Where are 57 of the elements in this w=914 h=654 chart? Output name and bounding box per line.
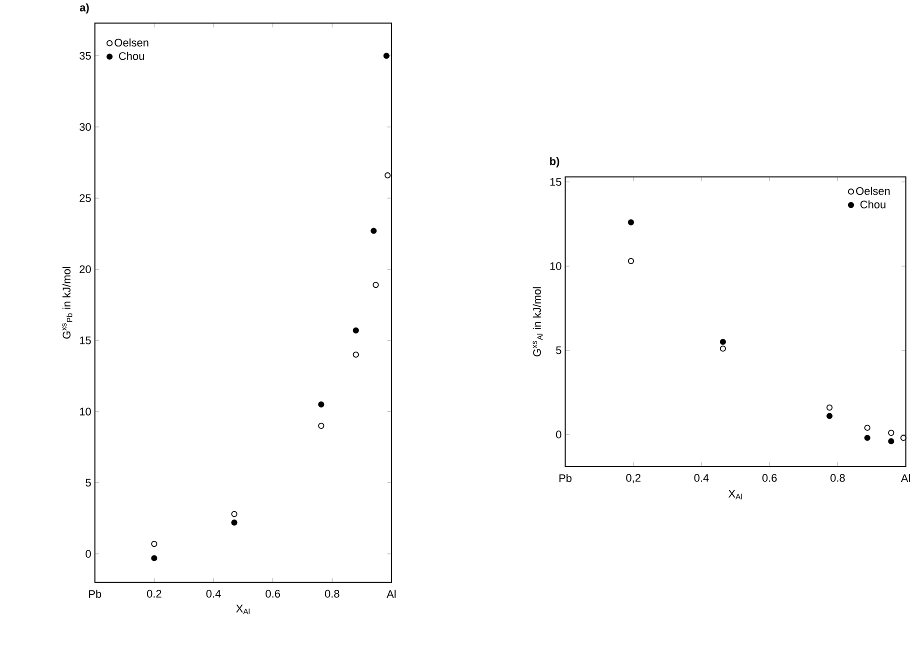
point [888, 438, 894, 444]
point [352, 351, 359, 358]
point [151, 540, 158, 547]
point [372, 282, 379, 288]
point [628, 258, 634, 264]
y-tick-label: 30 [80, 122, 91, 131]
x-tick-label: 0.6 [762, 474, 777, 482]
point [720, 345, 726, 352]
y-tick-label: 25 [80, 194, 91, 202]
x-tick-label: Al [386, 590, 396, 598]
point [864, 434, 870, 441]
y-tick-label: 10 [550, 262, 562, 270]
x-tick-label: 0.6 [266, 590, 280, 598]
y-tick-label: 35 [80, 52, 91, 60]
x-tick-label: 0.8 [830, 474, 845, 482]
point [720, 338, 726, 345]
legend-label: Chou [860, 200, 886, 208]
y-tick-label: 15 [550, 178, 562, 186]
point [352, 327, 359, 334]
y-axis-title: G$^{xs}$$_{Al}$ in kJ/mol [532, 287, 543, 356]
point [826, 404, 833, 410]
y-tick-label: 10 [80, 408, 91, 416]
chart-title: b) [550, 157, 560, 168]
x-tick-label: 0.8 [324, 590, 340, 598]
x-tick-label: Pb [89, 590, 102, 598]
x-tick-label: 0.4 [206, 590, 221, 598]
y-tick-label: 5 [86, 478, 91, 486]
point [888, 430, 894, 436]
y-tick-label: 15 [80, 336, 91, 344]
legend-label: Oelsen [114, 38, 148, 46]
point [864, 424, 870, 431]
point [384, 172, 391, 178]
x-tick-label: Pb [559, 474, 572, 482]
point [383, 52, 390, 59]
x-tick-label: Al [900, 474, 910, 482]
point [370, 228, 377, 234]
x-tick-label: 0.4 [694, 474, 709, 482]
legend-label: Chou [119, 52, 144, 60]
x-tick-label: 0,2 [626, 474, 640, 483]
point [900, 434, 906, 441]
y-tick-label: 5 [556, 346, 562, 354]
y-axis-title: G$^{xs}$$_{Pb}$ in kJ/mol [62, 266, 72, 339]
chart-title: a) [80, 3, 89, 14]
legend-label: Oelsen [856, 186, 890, 195]
y-tick-label: 0 [86, 550, 91, 558]
point [318, 401, 324, 408]
x-axis-title: X$_{Al}$ [728, 490, 742, 500]
x-axis-title: X$_{Al}$ [236, 604, 250, 614]
point [826, 412, 833, 419]
y-tick-label: 20 [80, 265, 91, 274]
point [231, 519, 238, 526]
point [231, 510, 238, 517]
point [151, 554, 158, 562]
point [318, 422, 324, 429]
point [628, 219, 634, 226]
y-tick-label: 0 [556, 430, 562, 438]
x-tick-label: 0.2 [146, 590, 162, 598]
